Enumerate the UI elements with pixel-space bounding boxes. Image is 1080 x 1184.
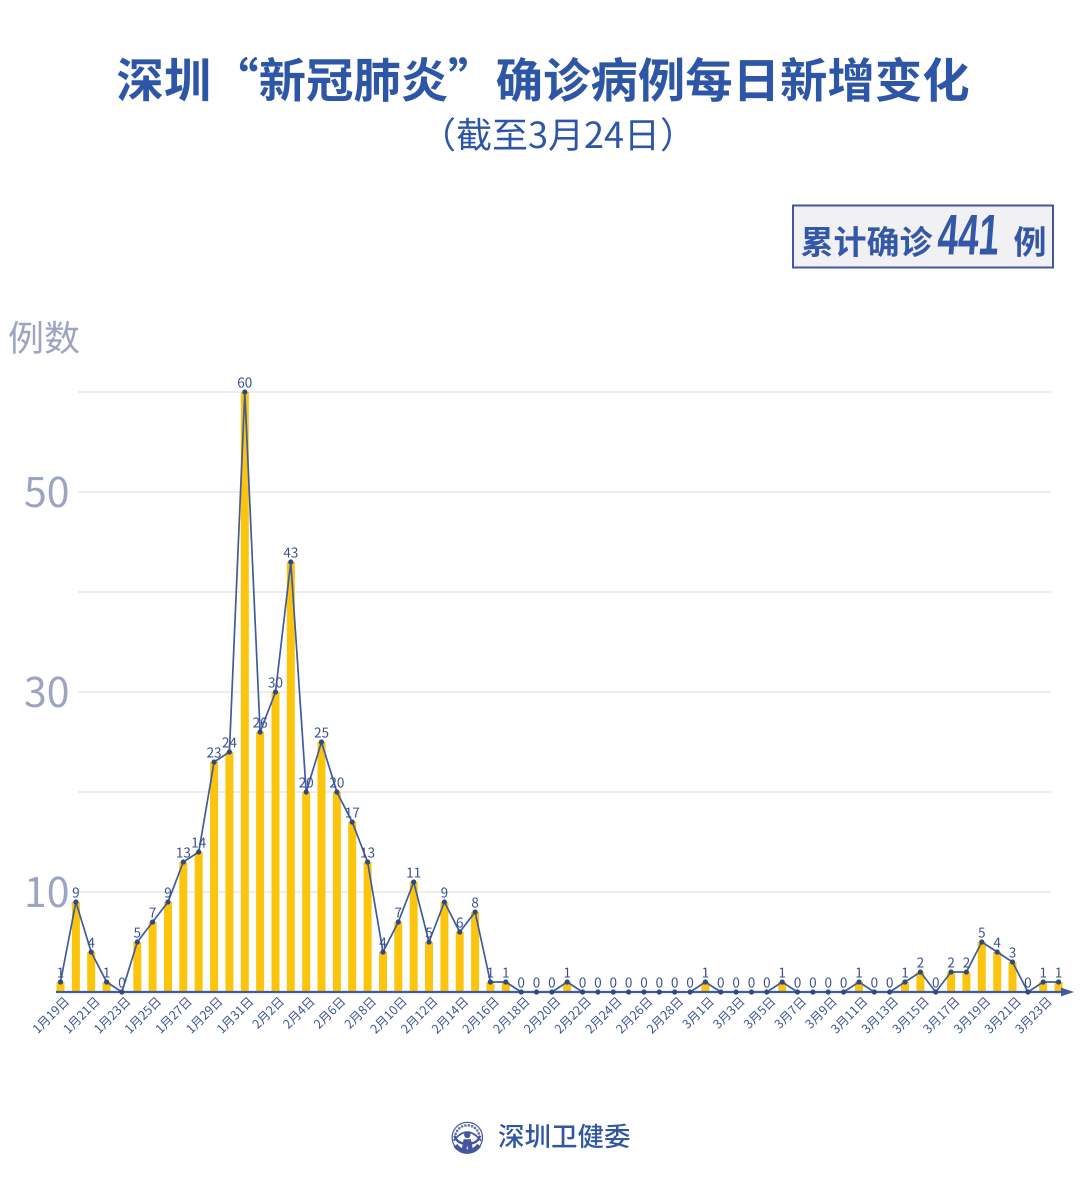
svg-text:441: 441 <box>935 203 1001 267</box>
